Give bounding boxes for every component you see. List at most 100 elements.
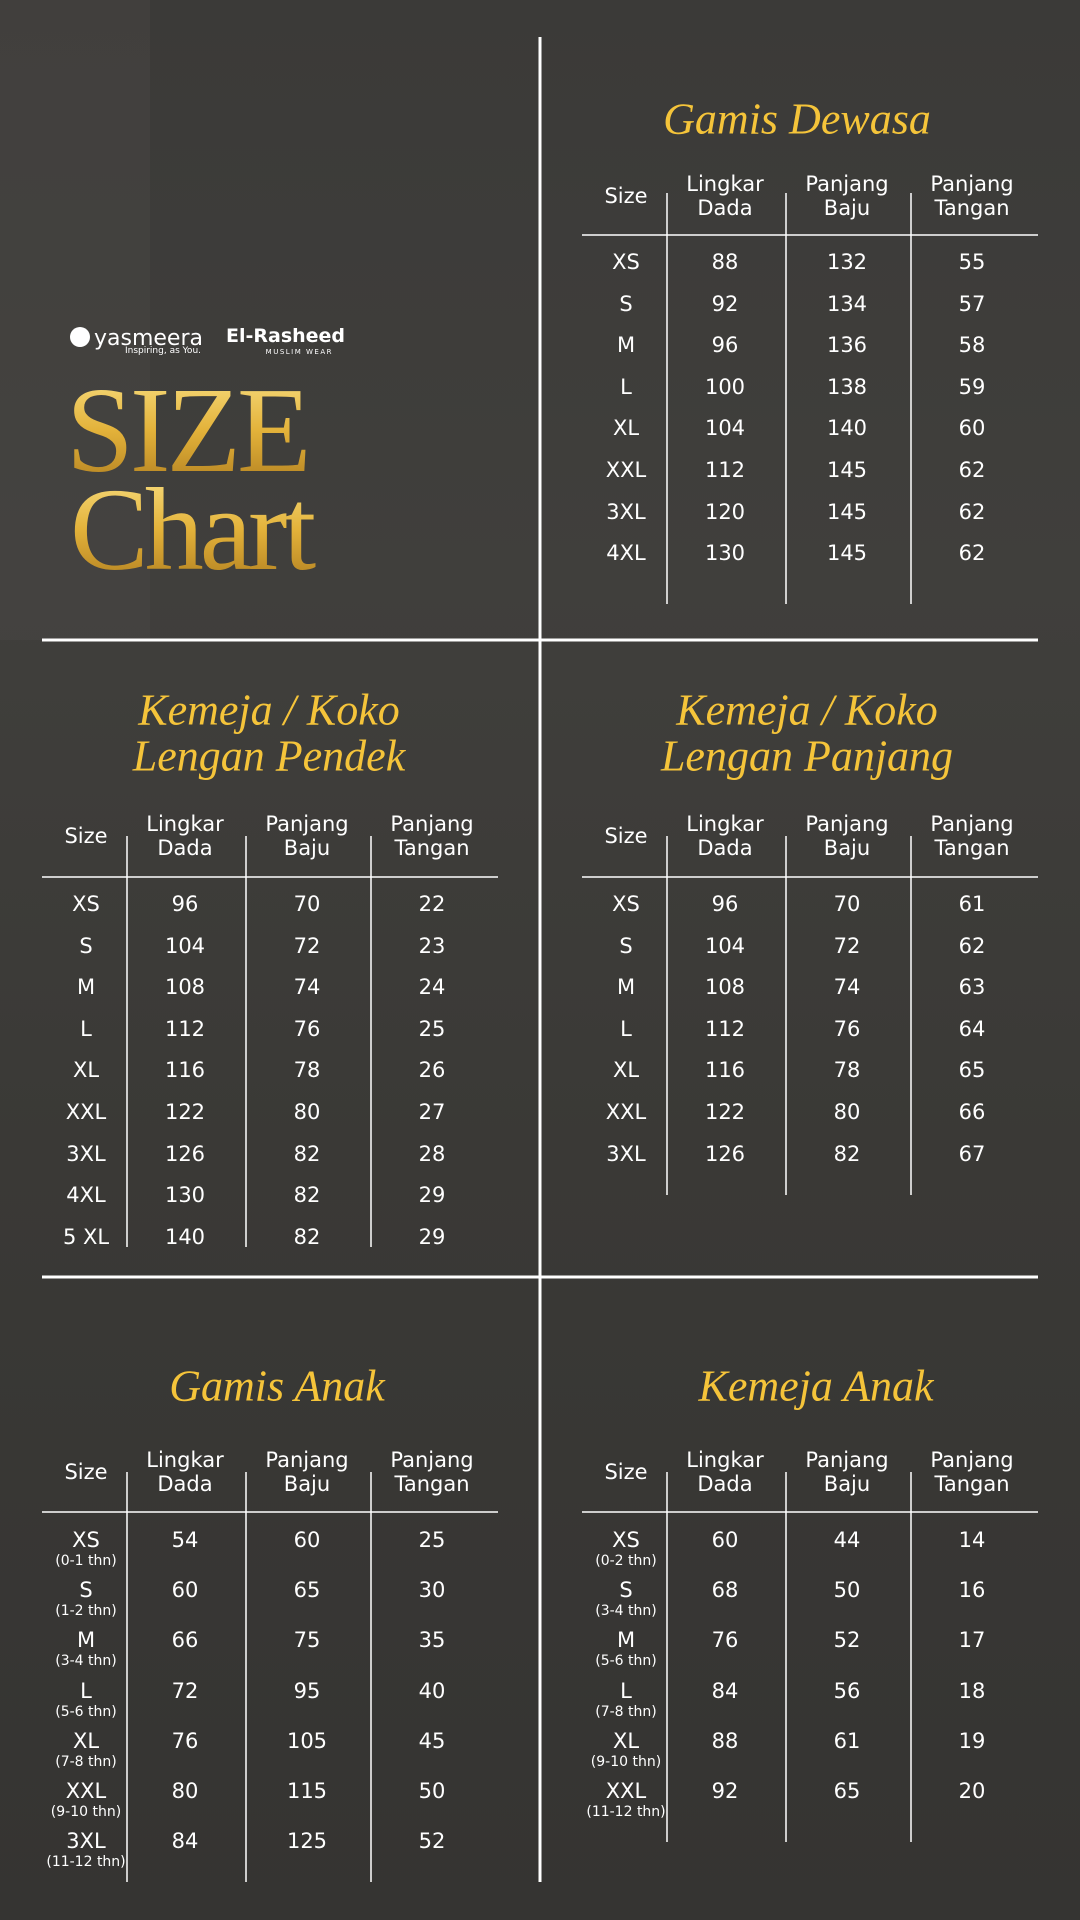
- measurement: 82: [293, 1183, 321, 1208]
- size-label: XXL: [65, 1100, 107, 1124]
- age-label: (9-10 thn): [590, 1753, 662, 1770]
- measurement: 16: [958, 1578, 986, 1603]
- measurement: 60: [171, 1578, 199, 1603]
- measurement: 63: [958, 975, 986, 1000]
- measurement: 72: [171, 1678, 199, 1703]
- table-title: Kemeja / Koko: [676, 685, 938, 735]
- measurement: 76: [833, 1016, 861, 1041]
- measurement: 54: [171, 1528, 199, 1552]
- tagline: MUSLIM WEAR: [266, 348, 333, 356]
- measurement: 29: [418, 1183, 446, 1208]
- size-label: XXL: [65, 1779, 107, 1803]
- measurement: 115: [286, 1779, 328, 1803]
- measurement: 66: [958, 1100, 986, 1124]
- measurement: 116: [164, 1058, 206, 1083]
- size-label: 4XL: [606, 541, 646, 566]
- measurement: 35: [418, 1628, 446, 1653]
- measurement: 58: [958, 333, 986, 358]
- column-header: Lingkar Dada: [146, 811, 224, 860]
- column-header: Size: [604, 823, 648, 848]
- age-label: (7-8 thn): [595, 1703, 657, 1720]
- measurement: 62: [958, 541, 986, 566]
- measurement: 57: [958, 291, 986, 316]
- table-title: Kemeja Anak: [698, 1361, 934, 1411]
- measurement: 96: [711, 892, 739, 916]
- measurement: 60: [293, 1528, 321, 1552]
- measurement: 66: [171, 1628, 199, 1653]
- measurement: 145: [826, 541, 868, 566]
- measurement: 125: [286, 1829, 328, 1854]
- age-label: (5-6 thn): [595, 1653, 657, 1670]
- column-header: Panjang Tangan: [390, 811, 474, 860]
- size-label: XL: [612, 1728, 640, 1753]
- size-label: L: [620, 374, 632, 399]
- measurement: 70: [293, 892, 321, 916]
- measurement: 104: [704, 416, 746, 441]
- column-header: Size: [64, 823, 108, 848]
- measurement: 122: [164, 1100, 206, 1124]
- table-title: Kemeja / Koko: [138, 685, 400, 735]
- size-label: M: [76, 1628, 96, 1653]
- size-label: XS: [72, 892, 100, 916]
- measurement: 65: [958, 1058, 986, 1083]
- size-label: XS: [72, 1528, 100, 1552]
- measurement: 40: [418, 1678, 446, 1703]
- size-label: S: [619, 1578, 633, 1603]
- size-label: 4XL: [66, 1183, 106, 1208]
- measurement: 61: [833, 1728, 861, 1753]
- measurement: 140: [164, 1224, 206, 1249]
- size-label: L: [620, 1678, 632, 1703]
- age-label: (0-1 thn): [55, 1553, 117, 1569]
- measurement: 44: [833, 1528, 861, 1552]
- column-header: Lingkar Dada: [146, 1447, 224, 1496]
- measurement: 30: [418, 1578, 446, 1603]
- size-label: XL: [72, 1728, 100, 1753]
- age-label: (9-10 thn): [50, 1804, 122, 1820]
- measurement: 126: [164, 1141, 206, 1166]
- measurement: 62: [958, 933, 986, 958]
- measurement: 84: [711, 1678, 739, 1703]
- column-header: Lingkar Dada: [686, 171, 764, 220]
- measurement: 80: [171, 1779, 199, 1803]
- measurement: 122: [704, 1100, 746, 1124]
- size-label: XS: [612, 1528, 640, 1552]
- column-header: Panjang Baju: [805, 171, 889, 220]
- size-label: XL: [72, 1058, 100, 1083]
- table-title: Gamis Anak: [169, 1361, 385, 1411]
- measurement: 67: [958, 1141, 986, 1166]
- size-label: S: [619, 291, 633, 316]
- measurement: 72: [833, 933, 861, 958]
- measurement: 72: [293, 933, 321, 958]
- column-header: Size: [604, 1459, 648, 1484]
- measurement: 25: [418, 1016, 446, 1041]
- size-label: XXL: [605, 458, 647, 482]
- measurement: 65: [833, 1779, 861, 1803]
- measurement: 50: [833, 1578, 861, 1603]
- measurement: 50: [418, 1779, 446, 1803]
- measurement: 78: [833, 1058, 861, 1083]
- measurement: 25: [418, 1528, 446, 1552]
- measurement: 27: [418, 1100, 446, 1124]
- size-label: 3XL: [66, 1829, 106, 1854]
- measurement: 136: [826, 333, 868, 358]
- measurement: 64: [958, 1016, 986, 1041]
- measurement: 88: [711, 1728, 739, 1753]
- size-label: XS: [612, 892, 640, 916]
- age-label: (0-2 thn): [595, 1553, 657, 1569]
- measurement: 19: [958, 1728, 986, 1753]
- measurement: 145: [826, 458, 868, 482]
- measurement: 59: [958, 374, 986, 399]
- measurement: 70: [833, 892, 861, 916]
- measurement: 45: [418, 1728, 446, 1753]
- size-label: XS: [612, 250, 640, 274]
- column-header: Panjang Tangan: [930, 1447, 1014, 1496]
- measurement: 100: [704, 374, 746, 399]
- measurement: 138: [826, 374, 868, 399]
- column-header: Panjang Baju: [265, 811, 349, 860]
- size-label: 3XL: [66, 1141, 106, 1166]
- size-label: M: [616, 333, 636, 358]
- measurement: 80: [833, 1100, 861, 1124]
- measurement: 132: [826, 250, 868, 274]
